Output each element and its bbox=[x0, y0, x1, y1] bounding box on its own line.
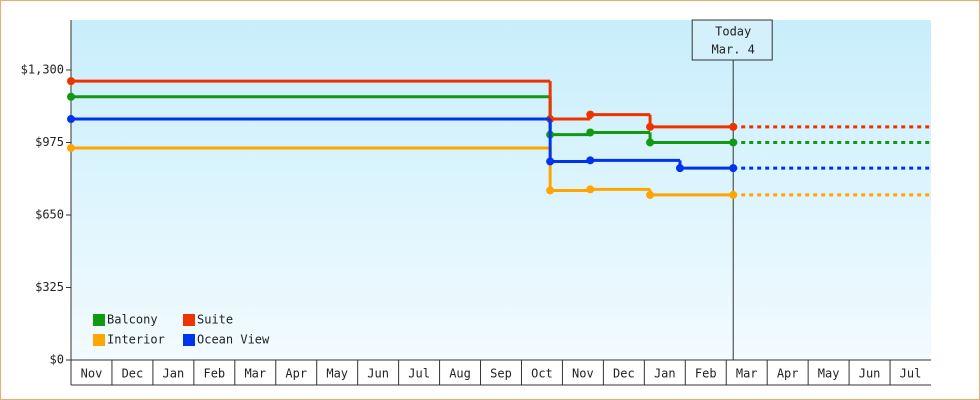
point bbox=[729, 138, 738, 147]
x-tick-label: Feb bbox=[203, 367, 225, 381]
today-date: Mar. 4 bbox=[712, 43, 755, 57]
point bbox=[586, 128, 595, 137]
point bbox=[67, 77, 75, 86]
point bbox=[586, 110, 595, 119]
x-tick-label: Jan bbox=[654, 367, 676, 381]
today-label: Today bbox=[715, 25, 751, 39]
y-tick-label: $650 bbox=[35, 207, 64, 221]
point bbox=[675, 164, 684, 173]
x-tick-label: Mar bbox=[244, 367, 266, 381]
legend-swatch bbox=[183, 334, 195, 346]
x-tick-label: Sep bbox=[490, 367, 512, 381]
x-tick-label: Feb bbox=[695, 367, 717, 381]
x-tick-label: Apr bbox=[285, 367, 307, 381]
point bbox=[586, 156, 595, 165]
point bbox=[546, 157, 555, 166]
x-tick-label: Jun bbox=[859, 367, 881, 381]
point bbox=[729, 164, 738, 173]
y-tick-label: $975 bbox=[35, 135, 64, 149]
point bbox=[646, 138, 655, 147]
point bbox=[729, 190, 738, 199]
point bbox=[586, 185, 595, 194]
x-tick-label: Apr bbox=[777, 367, 799, 381]
point bbox=[546, 186, 555, 195]
legend-swatch bbox=[93, 334, 105, 346]
legend-swatch bbox=[183, 314, 195, 326]
today-box bbox=[691, 19, 773, 61]
x-tick-label: Dec bbox=[613, 367, 635, 381]
y-tick-label: $1,300 bbox=[21, 62, 64, 76]
y-tick-label: $0 bbox=[50, 353, 64, 367]
point bbox=[729, 122, 738, 131]
x-tick-label: Jul bbox=[408, 367, 430, 381]
x-tick-label: Mar bbox=[736, 367, 758, 381]
legend-label: Balcony bbox=[107, 313, 158, 327]
x-tick-label: Jan bbox=[163, 367, 185, 381]
x-tick-label: Nov bbox=[81, 367, 103, 381]
y-tick-label: $325 bbox=[35, 280, 64, 294]
point bbox=[67, 144, 75, 153]
x-tick-label: Dec bbox=[122, 367, 144, 381]
x-tick-label: Jun bbox=[367, 367, 389, 381]
point bbox=[646, 122, 655, 131]
plot-area bbox=[71, 20, 931, 360]
point bbox=[646, 190, 655, 199]
point bbox=[67, 115, 75, 124]
x-tick-label: May bbox=[326, 367, 348, 381]
legend-label: Interior bbox=[107, 333, 165, 347]
x-tick-label: Aug bbox=[449, 367, 471, 381]
legend-label: Suite bbox=[197, 313, 233, 327]
x-tick-label: May bbox=[818, 367, 840, 381]
x-tick-label: Nov bbox=[572, 367, 594, 381]
legend-swatch bbox=[93, 314, 105, 326]
point bbox=[67, 92, 75, 101]
x-tick-label: Oct bbox=[531, 367, 553, 381]
x-tick-label: Jul bbox=[900, 367, 922, 381]
legend-label: Ocean View bbox=[197, 333, 270, 347]
